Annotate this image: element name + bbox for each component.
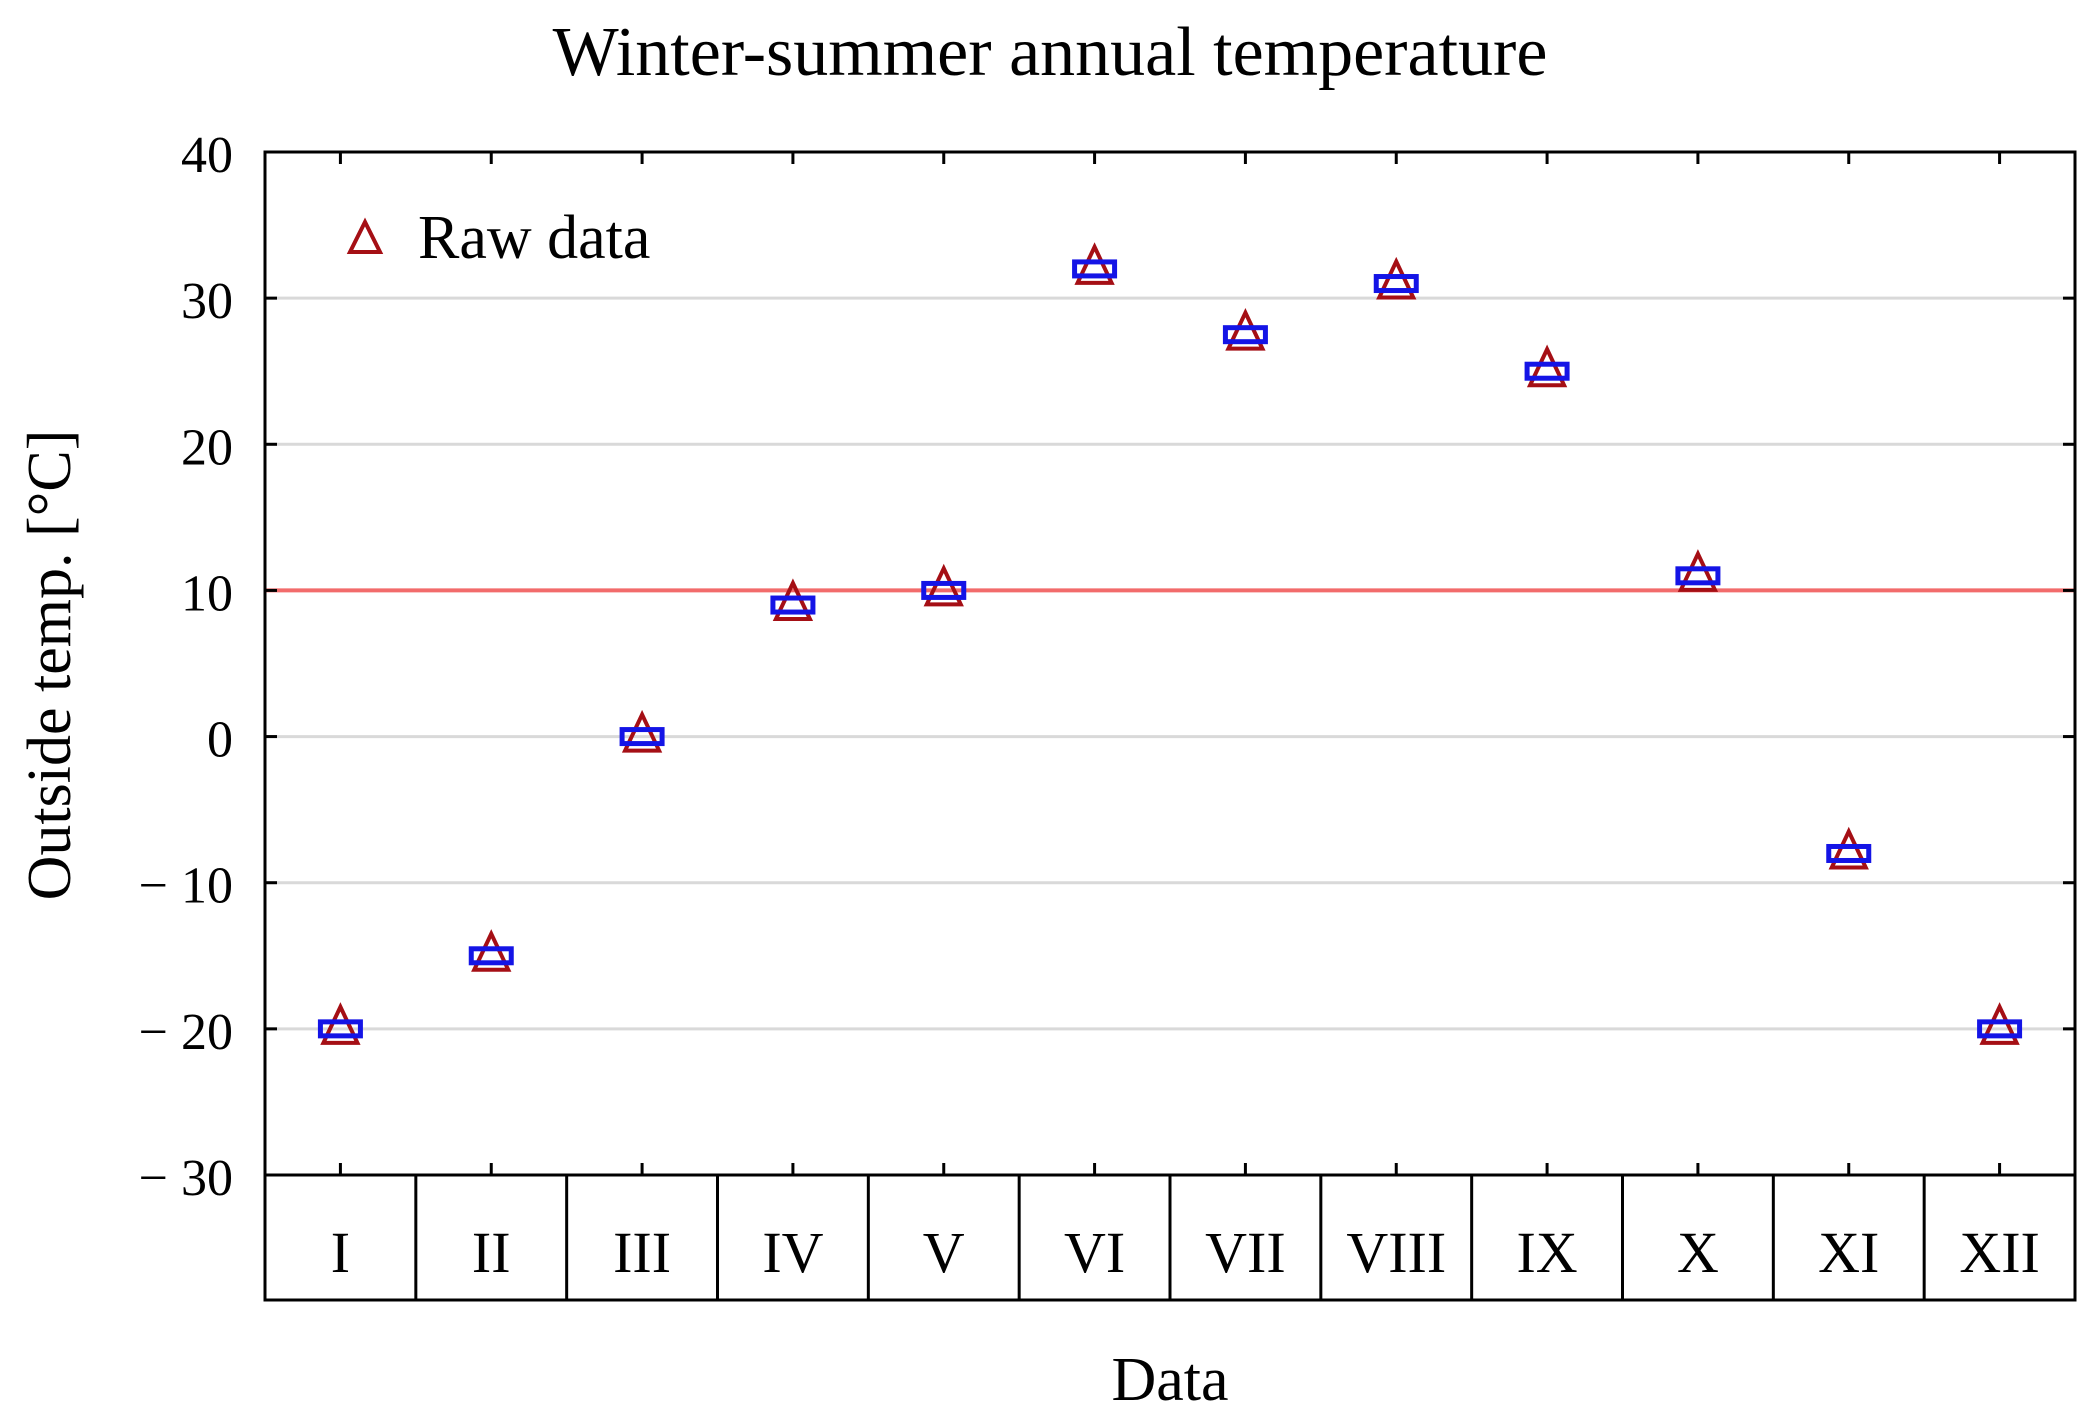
x-tick-label: VIII (1346, 1220, 1446, 1285)
data-point-square (317, 1019, 363, 1039)
legend-label: Raw data (418, 204, 650, 272)
data-point-square (1373, 274, 1419, 294)
data-point-triangle (320, 1002, 361, 1045)
y-tick-label: 30 (181, 273, 233, 330)
x-tick-label: XI (1818, 1220, 1879, 1285)
data-point-triangle (1677, 549, 1719, 592)
x-axis-label: Data (1111, 1346, 1228, 1414)
y-tick-label: 20 (181, 419, 233, 476)
x-tick-label: IV (762, 1220, 823, 1285)
x-tick-label: IX (1516, 1220, 1577, 1285)
data-point-square (1675, 566, 1721, 586)
y-tick-label: − 10 (139, 858, 233, 915)
data-point-square (1524, 361, 1570, 381)
x-tick-label: VI (1064, 1220, 1125, 1285)
data-point-triangle (621, 709, 663, 753)
plot-frame (263, 150, 2077, 1177)
chart-title: Winter-summer annual temperature (553, 14, 1548, 91)
data-point-square (770, 595, 816, 615)
data-point-triangle (772, 578, 814, 622)
data-point-square (1222, 325, 1268, 345)
data-point-square (1072, 259, 1118, 279)
data-point-square (1977, 1019, 2023, 1039)
y-tick-label: − 20 (139, 1004, 233, 1061)
data-point-triangle (1979, 1002, 2020, 1045)
data-point-triangle (1828, 826, 1869, 870)
x-tick-label: III (613, 1220, 671, 1285)
data-point-triangle (1074, 242, 1115, 285)
x-tick-label: XII (1959, 1220, 2040, 1285)
data-point-triangle (1376, 256, 1417, 300)
x-tick-label: II (472, 1220, 511, 1285)
data-point-triangle (1225, 307, 1266, 351)
data-point-triangle (471, 929, 512, 972)
y-axis-label: Outside temp. [°C] (16, 430, 84, 901)
data-point-triangle (1526, 344, 1568, 388)
legend-marker-triangle (346, 217, 384, 254)
x-tick-label: V (923, 1220, 965, 1285)
x-tick-label: I (331, 1220, 350, 1285)
data-point-triangle (923, 563, 964, 607)
data-point-square (1826, 843, 1872, 863)
x-tick-label: X (1677, 1220, 1719, 1285)
y-tick-label: 0 (207, 712, 233, 769)
data-point-square (468, 946, 514, 966)
data-point-square (921, 580, 967, 600)
y-tick-label: − 30 (139, 1150, 233, 1207)
data-point-square (619, 727, 665, 747)
x-tick-label: VII (1205, 1220, 1286, 1285)
y-tick-label: 10 (181, 565, 233, 622)
y-tick-label: 40 (181, 127, 233, 184)
